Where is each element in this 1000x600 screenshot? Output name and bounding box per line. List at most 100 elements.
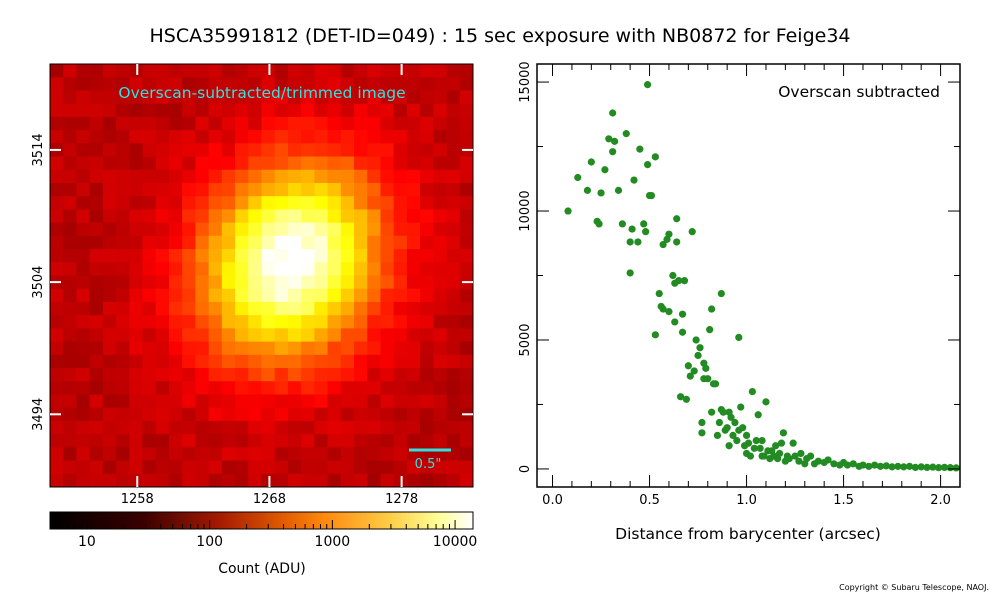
heatmap-pixel (274, 235, 289, 250)
heatmap-pixel (76, 473, 91, 487)
heatmap-pixel (76, 288, 91, 303)
heatmap-pixel (420, 315, 434, 329)
heatmap-pixel (89, 420, 104, 435)
heatmap-pixel (274, 64, 289, 78)
heatmap-pixel (446, 103, 461, 118)
heatmap-pixel (76, 407, 91, 422)
heatmap-pixel (235, 447, 249, 462)
heatmap-pixel (420, 169, 434, 184)
heatmap-pixel (235, 420, 249, 435)
heatmap-pixel (116, 116, 130, 131)
scatter-point (694, 351, 702, 360)
heatmap-pixel (380, 222, 395, 237)
heatmap-pixel (142, 116, 157, 131)
heatmap-pixel (129, 460, 144, 475)
heatmap-pixel (314, 381, 329, 396)
scatter-point (725, 442, 733, 450)
heatmap-pixel (208, 420, 223, 435)
heatmap-pixel (340, 301, 355, 316)
heatmap-pixel (420, 143, 434, 158)
heatmap-pixel (420, 249, 434, 263)
heatmap-pixel (327, 354, 342, 369)
heatmap-pixel (235, 407, 249, 422)
heatmap-pixel (393, 116, 408, 131)
heatmap-pixel (367, 77, 382, 92)
heatmap-pixel (287, 156, 302, 171)
heatmap-pixel (274, 249, 289, 263)
heatmap-pixel (301, 434, 315, 448)
heatmap-pixel (63, 77, 78, 92)
heatmap-pixel (420, 196, 434, 211)
scatter-point (622, 130, 630, 138)
heatmap-pixel (248, 209, 263, 224)
heatmap-pixel (208, 354, 223, 369)
heatmap-pixel (314, 116, 329, 131)
heatmap-pixel (89, 77, 104, 92)
heatmap-pixel (89, 460, 104, 475)
heatmap-pixel (301, 368, 315, 382)
heatmap-pixel (116, 381, 130, 396)
heatmap-pixel (314, 394, 329, 409)
heatmap-pixel (287, 249, 302, 263)
heatmap-y-tick-label: 3514 (31, 133, 46, 166)
heatmap-pixel (89, 156, 104, 171)
heatmap-pixel (354, 315, 368, 329)
heatmap-pixel (182, 143, 197, 158)
heatmap-pixel (76, 130, 91, 144)
scatter-point (900, 463, 908, 471)
heatmap-pixel (327, 275, 342, 290)
heatmap-pixel (116, 407, 130, 422)
scatter-point (797, 449, 805, 458)
heatmap-pixel (274, 434, 289, 448)
heatmap-pixel (433, 394, 448, 409)
heatmap-pixel (420, 262, 434, 277)
heatmap-pixel (248, 275, 263, 290)
scatter-point (935, 464, 943, 472)
heatmap-pixel (63, 182, 78, 197)
heatmap-pixel (314, 473, 329, 487)
heatmap-pixel (248, 368, 263, 382)
heatmap-pixel (314, 169, 329, 184)
scatter-y-tick-label: 15000 (518, 61, 533, 102)
heatmap-pixel (367, 328, 382, 343)
heatmap-pixel (89, 182, 104, 197)
heatmap-pixel (354, 275, 368, 290)
heatmap-pixel (446, 64, 461, 78)
heatmap-pixel (195, 460, 210, 475)
heatmap-pixel (274, 90, 289, 105)
heatmap-pixel (208, 209, 223, 224)
heatmap-pixel (235, 182, 249, 197)
heatmap-pixel (168, 460, 183, 475)
scatter-point (630, 176, 638, 184)
heatmap-pixel (340, 354, 355, 369)
heatmap-pixel (63, 169, 78, 184)
heatmap-pixel (261, 77, 276, 92)
heatmap-pixel (195, 301, 210, 316)
heatmap-pixel (182, 209, 197, 224)
heatmap-pixel (287, 90, 302, 105)
heatmap-pixel (129, 301, 144, 316)
scatter-point (814, 457, 822, 465)
scatter-point (731, 418, 739, 427)
heatmap-pixel (327, 182, 342, 197)
heatmap-pixel (195, 103, 210, 118)
heatmap-pixel (155, 116, 170, 131)
heatmap-pixel (301, 288, 315, 303)
heatmap-pixel (63, 64, 78, 78)
heatmap-pixel (168, 209, 183, 224)
heatmap-pixel (221, 143, 236, 158)
heatmap-pixel (116, 420, 130, 435)
heatmap-pixel (50, 341, 64, 356)
heatmap-pixel (168, 354, 183, 369)
heatmap-pixel (340, 222, 355, 237)
heatmap-pixel (142, 407, 157, 422)
heatmap-pixel (235, 328, 249, 343)
heatmap-pixel (208, 143, 223, 158)
heatmap-pixel (314, 222, 329, 237)
heatmap-pixel (221, 77, 236, 92)
heatmap-pixel (208, 169, 223, 184)
heatmap-pixel (50, 434, 64, 448)
heatmap-pixel (261, 301, 276, 316)
heatmap-pixel (406, 434, 421, 448)
heatmap-pixel (433, 341, 448, 356)
